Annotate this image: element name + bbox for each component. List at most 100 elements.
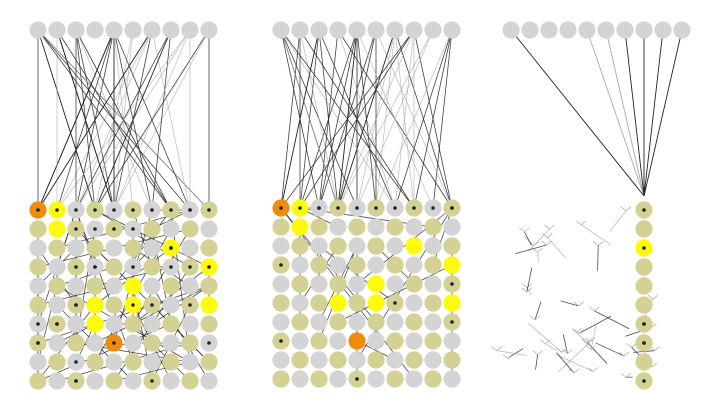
grid-node (635, 277, 653, 295)
grid-node (367, 313, 385, 331)
node-dot (55, 208, 59, 212)
edge (280, 29, 320, 209)
grid-node (386, 218, 404, 236)
grid-node (329, 332, 347, 350)
top-node (48, 21, 66, 39)
grid-node (424, 275, 442, 293)
grid-node (348, 351, 366, 369)
edge (578, 315, 612, 334)
node-dot (374, 206, 378, 210)
edge (580, 220, 587, 226)
grid-node (310, 256, 328, 274)
edge (337, 29, 415, 209)
top-node (86, 21, 104, 39)
grid-node (272, 351, 290, 369)
grid-node (635, 220, 653, 238)
edge (651, 323, 657, 328)
grid-node (200, 239, 218, 257)
top-node (124, 21, 142, 39)
grid-node (635, 296, 653, 314)
edge (549, 224, 555, 230)
edge (618, 351, 625, 357)
edge (643, 29, 664, 197)
grid-node (29, 220, 47, 238)
grid-node (48, 372, 66, 390)
grid-node (48, 239, 66, 257)
edge (545, 343, 557, 351)
edge (524, 227, 530, 232)
edge (337, 264, 453, 323)
node-dot (642, 341, 646, 345)
edge (540, 339, 546, 345)
edge (541, 240, 547, 246)
grid-node (86, 353, 104, 371)
grid-node (29, 277, 47, 295)
grid-node (386, 256, 404, 274)
edge (562, 349, 568, 354)
grid-node (162, 315, 180, 333)
grid-node (405, 332, 423, 350)
grid-node (635, 353, 653, 371)
edge (597, 245, 599, 271)
edge (609, 210, 627, 232)
edge (113, 29, 191, 211)
grid-node (329, 237, 347, 255)
grid-node (48, 296, 66, 314)
edge (537, 247, 543, 253)
edge (394, 29, 453, 209)
grid-node (200, 353, 218, 371)
edge (575, 220, 582, 226)
top-node (67, 21, 85, 39)
grid-node (348, 294, 366, 312)
grid-node (424, 256, 442, 274)
grid-node (443, 351, 461, 369)
edge (491, 346, 497, 351)
edge (620, 206, 627, 212)
grid-node (367, 218, 385, 236)
grid-node (405, 275, 423, 293)
grid-node (29, 353, 47, 371)
edge (647, 294, 654, 300)
grid-node (162, 334, 180, 352)
node-dot (431, 206, 435, 210)
node-dot (355, 206, 359, 210)
grid-node (635, 258, 653, 276)
edge (558, 341, 591, 373)
top-node (105, 21, 123, 39)
edge (280, 29, 301, 209)
node-dot (412, 206, 416, 210)
node-dot (74, 265, 78, 269)
grid-node (291, 370, 309, 388)
grid-node (367, 332, 385, 350)
grid-node (124, 277, 142, 295)
grid-node (386, 332, 404, 350)
node-dot (55, 322, 59, 326)
grid-node (443, 256, 461, 274)
top-node (162, 21, 180, 39)
grid-node (424, 218, 442, 236)
node-dot (74, 227, 78, 231)
edge (502, 354, 508, 359)
grid-node (348, 218, 366, 236)
edge (620, 372, 627, 378)
edge (151, 29, 172, 211)
grid-node (272, 237, 290, 255)
edge (598, 241, 604, 246)
grid-node (291, 218, 309, 236)
edge (113, 209, 172, 287)
top-node (635, 21, 653, 39)
node-dot (188, 303, 192, 307)
grid-node (29, 258, 47, 276)
grid-node (329, 313, 347, 331)
edge (625, 206, 632, 212)
grid-node (143, 334, 161, 352)
grid-node (105, 353, 123, 371)
grid-node (181, 315, 199, 333)
edge (573, 301, 579, 307)
grid-node (29, 372, 47, 390)
node-dot (279, 206, 283, 210)
panel-3-nodes (502, 21, 691, 390)
grid-node (329, 275, 347, 293)
top-node (616, 21, 634, 39)
